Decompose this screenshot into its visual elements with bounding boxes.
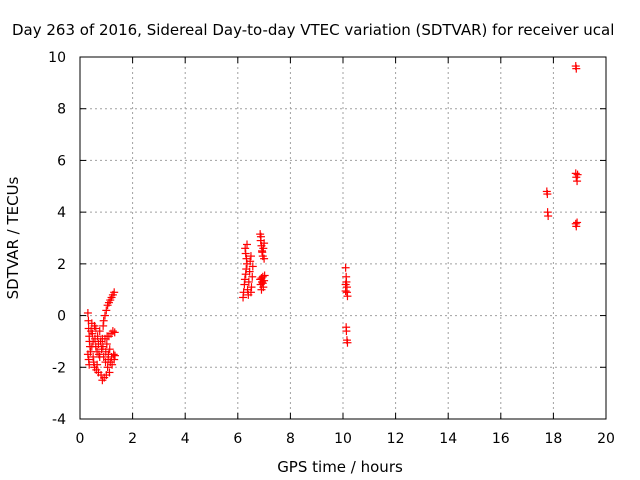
- data-point: [83, 350, 92, 359]
- data-point: [341, 263, 350, 272]
- data-point: [246, 252, 255, 261]
- data-point: [573, 218, 582, 227]
- data-point: [258, 248, 267, 257]
- data-point: [103, 363, 112, 372]
- data-point: [342, 327, 351, 336]
- grid: [80, 57, 606, 419]
- data-point: [260, 254, 269, 263]
- data-point: [108, 327, 117, 336]
- y-tick-label: 8: [57, 102, 66, 118]
- data-point: [544, 212, 553, 221]
- data-point: [573, 170, 582, 179]
- data-point: [110, 351, 119, 360]
- data-point: [98, 342, 107, 351]
- y-tick-label: 0: [57, 309, 66, 325]
- data-point: [244, 277, 253, 286]
- x-tick-label: 6: [233, 431, 242, 447]
- data-point: [95, 352, 104, 361]
- data-point: [260, 239, 269, 248]
- data-point: [543, 190, 552, 199]
- data-point: [241, 249, 250, 258]
- x-tick-label: 0: [76, 431, 85, 447]
- data-point: [83, 308, 92, 317]
- data-point: [110, 288, 119, 297]
- axis-ticks: 0 2 4 6 8 10 12 14 16 18 20 -4 -2 0 2 4 6 8 10: [48, 50, 615, 447]
- data-point: [90, 321, 99, 330]
- data-point: [95, 327, 104, 336]
- data-point: [108, 360, 117, 369]
- data-point: [102, 306, 111, 315]
- y-tick-label: 10: [48, 50, 66, 66]
- data-point: [258, 279, 267, 288]
- y-tick-label: 6: [57, 153, 66, 169]
- x-tick-label: 2: [128, 431, 137, 447]
- data-point: [105, 368, 114, 377]
- data-point: [243, 240, 252, 249]
- y-tick-label: 4: [57, 205, 66, 221]
- data-point: [248, 262, 257, 271]
- data-point: [259, 244, 268, 253]
- data-point: [246, 257, 255, 266]
- x-tick-label: 8: [286, 431, 295, 447]
- x-tick-label: 18: [544, 431, 562, 447]
- data-point: [93, 332, 102, 341]
- y-tick-label: -2: [52, 360, 66, 376]
- data-point: [101, 347, 110, 356]
- data-point: [100, 311, 109, 320]
- data-point: [93, 360, 102, 369]
- chart-title: Day 263 of 2016, Sidereal Day-to-day VTE…: [12, 21, 614, 39]
- data-point: [87, 342, 96, 351]
- data-point: [343, 292, 352, 301]
- data-point: [85, 360, 94, 369]
- y-axis-label: SDTVAR / TECUs: [4, 176, 22, 299]
- x-axis-label: GPS time / hours: [277, 458, 403, 476]
- data-point: [341, 280, 350, 289]
- data-point: [88, 329, 97, 338]
- data-point: [248, 272, 257, 281]
- x-tick-label: 16: [492, 431, 510, 447]
- data-point: [572, 222, 581, 231]
- x-tick-label: 10: [334, 431, 352, 447]
- y-tick-label: 2: [57, 257, 66, 273]
- data-points: [83, 62, 582, 385]
- x-tick-label: 14: [439, 431, 457, 447]
- data-point: [104, 355, 113, 364]
- data-point: [110, 328, 119, 337]
- data-point: [256, 232, 265, 241]
- y-tick-label: -4: [52, 412, 66, 428]
- data-point: [245, 267, 254, 276]
- x-tick-label: 12: [387, 431, 405, 447]
- data-point: [572, 64, 581, 73]
- data-point: [247, 283, 256, 292]
- x-tick-label: 4: [181, 431, 190, 447]
- data-point: [343, 338, 352, 347]
- x-tick-label: 20: [597, 431, 615, 447]
- data-point: [257, 274, 266, 283]
- data-point: [99, 316, 108, 325]
